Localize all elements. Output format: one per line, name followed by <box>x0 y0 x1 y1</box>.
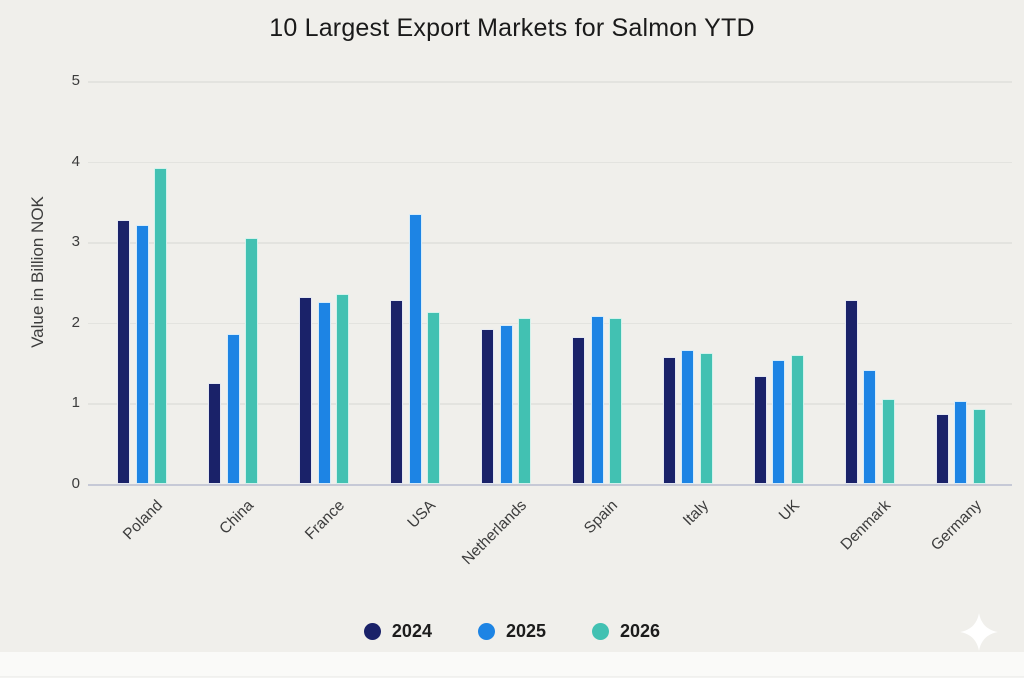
legend: 2024 2025 2026 <box>0 621 1024 642</box>
footer-strip <box>0 652 1024 683</box>
legend-swatch-icon <box>592 623 610 640</box>
bar-2026-usa <box>427 312 441 484</box>
bar-2025-germany <box>954 401 968 484</box>
gridline-3 <box>88 242 1012 244</box>
bar-2025-france <box>317 301 331 484</box>
bar-2024-france <box>299 297 313 484</box>
bar-2026-denmark <box>881 399 895 484</box>
x-tick-label: UK <box>775 497 803 525</box>
y-tick-label: 0 <box>71 475 80 492</box>
gridline-0 <box>88 484 1012 486</box>
legend-item-2025: 2025 <box>477 621 547 642</box>
legend-item-2026: 2026 <box>592 621 660 642</box>
bar-2024-poland <box>117 220 131 484</box>
y-tick-label: 4 <box>71 152 80 170</box>
gridline-4 <box>88 161 1012 164</box>
legend-label: 2026 <box>620 621 661 641</box>
bar-2025-spain <box>590 315 604 484</box>
bar-2025-usa <box>408 214 422 484</box>
bar-2026-netherlands <box>518 318 531 484</box>
legend-label: 2025 <box>505 621 547 641</box>
y-tick-label: 5 <box>71 72 80 89</box>
legend-label: 2024 <box>391 621 432 641</box>
x-tick-label: Denmark <box>837 497 894 554</box>
sparkle-icon <box>960 613 998 651</box>
x-tick-label: USA <box>404 497 440 532</box>
legend-swatch-icon <box>477 623 495 640</box>
bar-2024-italy <box>662 356 676 484</box>
legend-swatch-icon <box>363 623 381 640</box>
bar-2024-denmark <box>844 300 858 484</box>
x-tick-label: Germany <box>927 497 985 555</box>
bar-2024-netherlands <box>481 329 495 484</box>
bar-2025-italy <box>681 350 695 484</box>
bar-2024-china <box>208 383 222 485</box>
bar-2026-spain <box>609 318 622 484</box>
y-tick-label: 1 <box>71 394 80 412</box>
y-tick-label: 3 <box>71 233 80 251</box>
bar-2025-poland <box>135 224 149 484</box>
bar-2025-netherlands <box>499 325 513 484</box>
gridline-1 <box>88 403 1012 405</box>
bar-2024-usa <box>390 300 404 484</box>
bar-2024-uk <box>753 376 767 484</box>
bar-2026-china <box>245 238 259 484</box>
bar-2026-poland <box>154 168 168 484</box>
gridline-2 <box>88 322 1012 325</box>
bar-2026-germany <box>972 409 986 484</box>
x-tick-label: Poland <box>120 497 167 544</box>
bar-2025-uk <box>772 359 786 484</box>
bar-2024-germany <box>935 413 949 484</box>
x-tick-label: China <box>216 497 258 538</box>
gridline-5 <box>88 81 1012 83</box>
bar-2026-france <box>336 293 350 484</box>
x-tick-label: France <box>302 497 349 544</box>
x-tick-label: Spain <box>580 497 622 538</box>
x-tick-label: Netherlands <box>458 497 531 569</box>
bar-2024-spain <box>572 336 585 484</box>
bar-2026-italy <box>699 353 713 484</box>
chart-title: 10 Largest Export Markets for Salmon YTD <box>269 14 755 42</box>
bar-2026-uk <box>790 355 804 484</box>
bar-2025-china <box>226 334 240 484</box>
legend-item-2024: 2024 <box>363 621 432 642</box>
bar-2025-denmark <box>863 370 877 484</box>
y-tick-label: 2 <box>71 313 80 331</box>
x-tick-label: Italy <box>679 497 712 530</box>
